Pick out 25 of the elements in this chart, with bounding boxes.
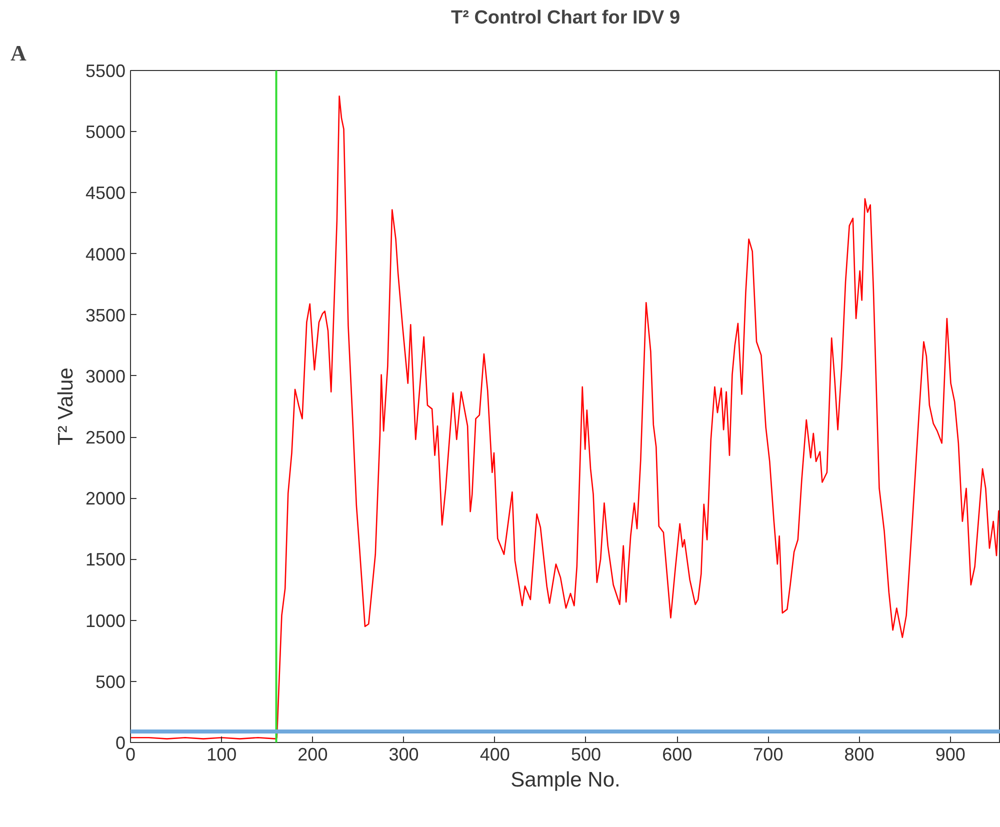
y-tick-label: 5000 [85, 122, 126, 142]
y-tick-label: 500 [95, 672, 126, 692]
y-tick-label: 1000 [85, 610, 126, 631]
x-tick-label: 400 [480, 744, 510, 764]
line-series [130, 96, 1000, 740]
x-tick-label: 200 [298, 744, 328, 764]
y-tick-label: 4500 [85, 183, 126, 204]
x-tick-label: 700 [753, 744, 784, 764]
y-tick-label: 3000 [85, 366, 126, 386]
y-tick-label: 5500 [85, 61, 126, 81]
x-tick-label: 800 [844, 744, 874, 764]
x-tick-label: 100 [206, 744, 237, 764]
x-tick-label: 900 [935, 744, 966, 764]
y-tick-label: 1500 [85, 550, 126, 570]
x-tick-label: 300 [388, 744, 419, 764]
y-tick-label: 2000 [85, 488, 126, 509]
x-tick-label: 600 [662, 744, 692, 764]
y-tick-label: 3500 [85, 305, 126, 326]
x-tick-label: 500 [570, 744, 602, 764]
y-tick-label: 4000 [85, 244, 126, 264]
chart-title: T² Control Chart for IDV 9 [450, 8, 680, 28]
x-axis-title: Sample No. [510, 768, 620, 792]
y-tick-label: 2500 [85, 428, 126, 448]
y-axis-title: T² Value [54, 368, 78, 446]
text: A [10, 40, 26, 66]
